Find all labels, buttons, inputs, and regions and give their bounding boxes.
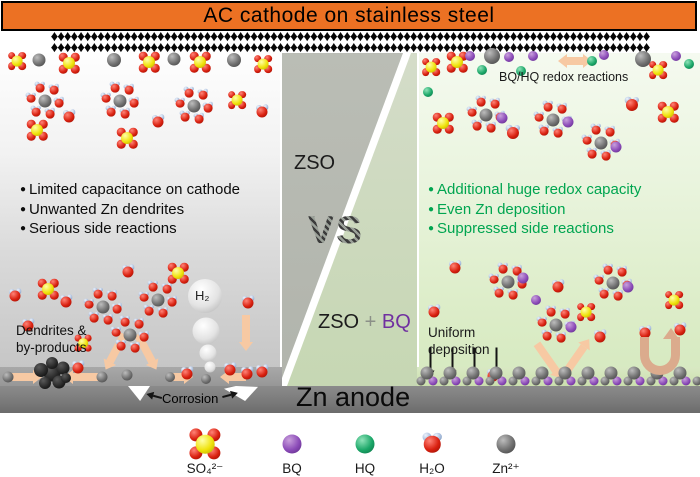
legend-item-h2o: H₂O [400, 428, 464, 476]
vs-label: VS [308, 209, 365, 252]
so4-icon [173, 428, 237, 460]
vs-divider-column [280, 53, 419, 386]
list-item: ● Additional huge redox capacity [428, 181, 642, 198]
bullet-icon: ● [428, 203, 435, 215]
zn-anode-bar [0, 386, 700, 413]
zn-icon [474, 428, 538, 460]
bullet-icon: ● [428, 184, 435, 195]
list-item: ● Suppressed side reactions [428, 220, 614, 237]
zso-issues-list: ● Limited capacitance on cathode ● Unwante… [20, 180, 240, 239]
banner-title: AC cathode on stainless steel [203, 4, 495, 27]
bullet-icon: ● [428, 223, 435, 234]
cathode-banner: AC cathode on stainless steel [1, 1, 697, 31]
list-item: ● Unwanted Zn dendrites [20, 200, 185, 218]
bullet-icon: ● [20, 223, 27, 234]
list-item: ● Limited capacitance on cathode [20, 181, 241, 198]
zn-anode-label: Zn anode [296, 382, 411, 412]
bullet-icon: ● [20, 203, 27, 215]
cathode-particle-row: ♦♦♦♦♦♦♦♦♦♦♦♦♦♦♦♦♦♦♦♦♦♦♦♦♦♦♦♦♦♦♦♦♦♦♦♦♦♦♦♦… [50, 31, 651, 42]
uniform-deposition-label: Uniform deposition [428, 325, 490, 357]
bq-icon [260, 428, 324, 460]
legend-item-bq: BQ [260, 428, 324, 476]
h2-bubble-label: H₂ [195, 288, 210, 303]
bullet-icon: ● [20, 184, 27, 195]
legend-item-hq: HQ [333, 428, 397, 476]
redox-reactions-label: BQ/HQ redox reactions [499, 70, 629, 84]
arrowhead-icon [663, 328, 679, 339]
hq-icon [333, 428, 397, 460]
byproduct-layer [0, 367, 282, 386]
legend-item-zn: Zn²⁺ [474, 428, 538, 477]
list-item: ● Even Zn deposition [428, 200, 566, 218]
dendrites-label: Dendrites & by-products [16, 323, 87, 355]
list-item: ● Serious side reactions [20, 220, 177, 237]
zso-bq-benefits-list: ● Additional huge redox capacity ● Even Zn… [428, 180, 641, 239]
h2o-icon [400, 428, 464, 460]
zso-bq-label: ZSO + BQ [318, 311, 411, 333]
zso-label: ZSO [294, 152, 336, 174]
corrosion-label: Corrosion [162, 391, 219, 406]
legend-item-so4: SO₄²⁻ [173, 428, 237, 477]
cathode-particle-row: ♦♦♦♦♦♦♦♦♦♦♦♦♦♦♦♦♦♦♦♦♦♦♦♦♦♦♦♦♦♦♦♦♦♦♦♦♦♦♦♦… [50, 42, 651, 53]
